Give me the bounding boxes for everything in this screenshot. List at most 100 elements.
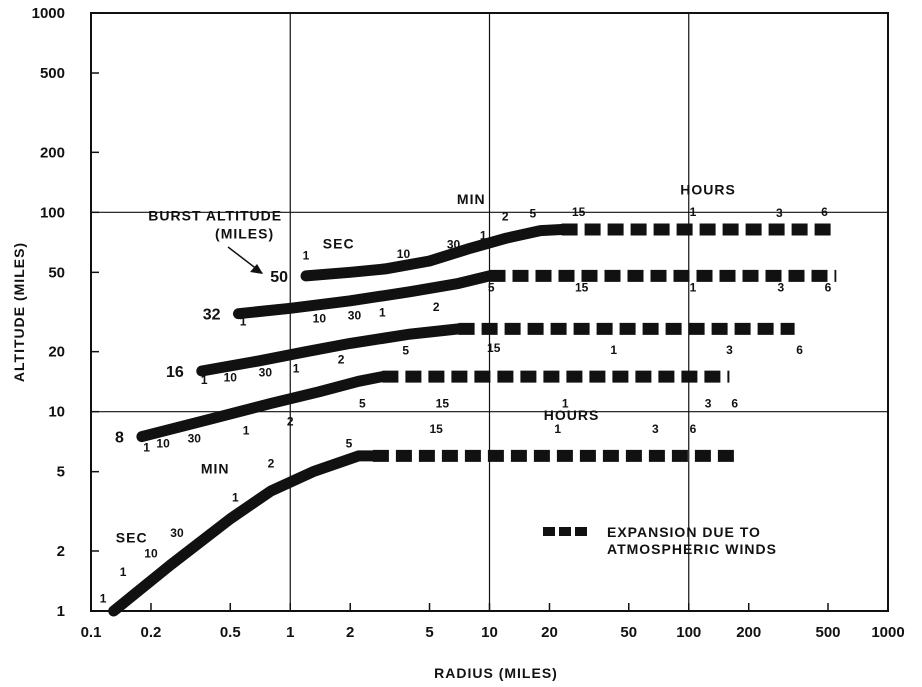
series-2-time-mark-2: 30 — [259, 366, 273, 380]
series-2: 16 1 10 30 1 2 5 15 1 3 6 — [166, 322, 803, 387]
y-tick-label-8: 500 — [40, 65, 65, 82]
x-tick-label-11: 500 — [816, 624, 841, 641]
series-1-time-mark-7: 1 — [690, 281, 697, 295]
x-tick-label-12: 1000 — [871, 624, 904, 641]
y-tick-label-4: 20 — [48, 344, 65, 361]
legend-swatch-2 — [559, 527, 571, 536]
y-axis-label: ALTITUDE (MILES) — [11, 242, 27, 382]
annotations: BURST ALTITUDE (MILES) SEC MIN HOURS HOURS MIN… — [116, 181, 736, 546]
series-4-time-mark-10: 6 — [690, 422, 697, 436]
series-4-time-mark-7: 15 — [429, 422, 443, 436]
series-4-time-mark-3: 30 — [170, 526, 184, 540]
series-3-time-mark-4: 2 — [287, 415, 294, 429]
x-tick-label-5: 5 — [425, 624, 433, 641]
series-1-time-mark-1: 10 — [313, 312, 327, 326]
series-1-time-mark-9: 6 — [825, 281, 832, 295]
series-2-time-mark-8: 3 — [726, 343, 733, 357]
series-0-solid-line — [300, 224, 568, 282]
x-tick-label-3: 1 — [286, 624, 294, 641]
series-0-time-mark-7: 1 — [690, 205, 697, 219]
series-3-solid-line — [136, 371, 388, 443]
x-axis-ticks: 0.1 0.2 0.5 1 2 5 10 20 50 100 200 500 1000 — [81, 603, 905, 641]
series-4-solid-line — [108, 450, 379, 617]
burst-altitude-arrowhead — [250, 264, 263, 274]
x-axis-label: RADIUS (MILES) — [434, 665, 558, 681]
series-0-time-mark-5: 5 — [529, 207, 536, 221]
annotation-6: MIN — [201, 460, 230, 476]
y-tick-label-9: 1000 — [32, 5, 65, 22]
y-tick-label-7: 200 — [40, 144, 65, 161]
series-2-solid-line — [196, 323, 465, 377]
x-tick-label-7: 20 — [541, 624, 558, 641]
y-tick-label-1: 2 — [57, 543, 65, 560]
legend-swatch-3 — [575, 527, 587, 536]
series-3-time-mark-1: 10 — [156, 437, 170, 451]
y-axis-ticks: 1 2 5 10 20 50 100 200 500 1000 — [32, 5, 99, 620]
legend-entry-2: ATMOSPHERIC WINDS — [607, 541, 777, 557]
series-0-time-mark-1: 10 — [397, 247, 411, 261]
y-tick-label-6: 100 — [40, 204, 65, 221]
series-3-time-mark-7: 1 — [562, 396, 569, 410]
annotation-4: HOURS — [680, 181, 736, 197]
x-tick-label-6: 10 — [481, 624, 498, 641]
series-0: 50 1 10 30 1 2 5 15 1 3 6 — [270, 205, 837, 286]
series-4-time-mark-9: 3 — [652, 422, 659, 436]
annotation-0: BURST ALTITUDE — [148, 207, 282, 223]
series-1-time-mark-3: 1 — [379, 306, 386, 320]
series-0-time-mark-8: 3 — [776, 206, 783, 220]
series-0-time-mark-3: 1 — [480, 229, 487, 243]
x-tick-label-8: 50 — [620, 624, 637, 641]
series-3-time-mark-6: 15 — [436, 396, 450, 410]
series-3-time-mark-9: 6 — [731, 396, 738, 410]
series-4-time-mark-8: 1 — [554, 422, 561, 436]
series-3-time-mark-3: 1 — [243, 423, 250, 437]
series-2-time-mark-1: 10 — [224, 370, 238, 384]
series-3-time-mark-2: 30 — [188, 432, 202, 446]
series-1-time-mark-8: 3 — [778, 281, 785, 295]
y-tick-label-2: 5 — [57, 464, 65, 481]
series-1: 32 1 10 30 1 2 5 15 1 3 6 — [203, 269, 837, 329]
series-3-time-mark-5: 5 — [359, 396, 366, 410]
series-4-time-mark-1: 1 — [120, 565, 127, 579]
series-0-time-mark-2: 30 — [447, 237, 461, 251]
series-0-name: 50 — [270, 269, 288, 286]
series-2-time-mark-6: 15 — [487, 341, 501, 355]
x-tick-label-1: 0.2 — [141, 624, 162, 641]
series-1-time-mark-5: 5 — [488, 281, 495, 295]
series-2-time-mark-0: 1 — [201, 373, 208, 387]
annotation-5: HOURS — [544, 407, 600, 423]
annotation-7: SEC — [116, 530, 148, 546]
series-1-time-mark-2: 30 — [348, 308, 362, 322]
series-0-time-mark-0: 1 — [303, 248, 310, 262]
legend-swatch-1 — [543, 527, 555, 536]
series-3-time-mark-8: 3 — [705, 396, 712, 410]
annotation-3: MIN — [457, 191, 486, 207]
x-tick-label-10: 200 — [736, 624, 761, 641]
x-tick-label-0: 0.1 — [81, 624, 102, 641]
series-1-time-mark-0: 1 — [240, 315, 247, 329]
series-1-solid-line — [233, 270, 495, 320]
series-1-name: 32 — [203, 307, 221, 324]
series-4-time-mark-5: 2 — [268, 456, 275, 470]
series-3-time-mark-0: 1 — [143, 441, 150, 455]
x-tick-label-2: 0.5 — [220, 624, 241, 641]
annotation-1: (MILES) — [215, 225, 274, 241]
series-2-time-mark-7: 1 — [610, 343, 617, 357]
series-1-time-mark-4: 2 — [433, 300, 440, 314]
legend-entry-1: EXPANSION DUE TO — [607, 524, 761, 540]
series-2-time-mark-4: 2 — [338, 353, 345, 367]
series-2-time-mark-9: 6 — [796, 343, 803, 357]
legend: EXPANSION DUE TO ATMOSPHERIC WINDS — [543, 524, 777, 557]
series-0-time-mark-9: 6 — [821, 205, 828, 219]
series-4-time-mark-2: 10 — [144, 547, 158, 561]
y-tick-label-0: 1 — [57, 603, 65, 620]
series-2-name: 16 — [166, 364, 184, 381]
series-0-time-mark-6: 15 — [572, 205, 586, 219]
series-1-time-mark-6: 15 — [575, 281, 589, 295]
series-4-time-mark-6: 5 — [346, 437, 353, 451]
series-3-name: 8 — [115, 430, 124, 447]
series-4-time-mark-0: 1 — [100, 592, 107, 606]
